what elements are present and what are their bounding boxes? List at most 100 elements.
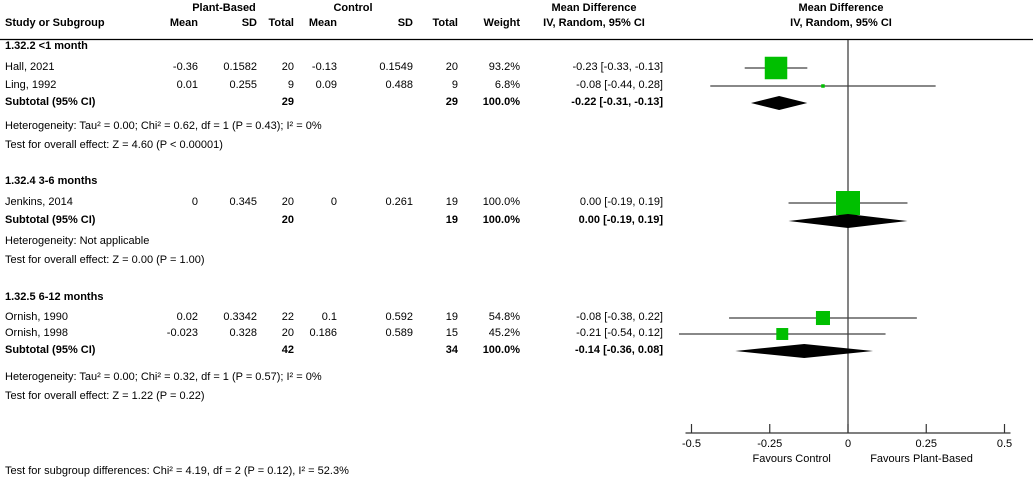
study-study: Hall, 2021 [5, 61, 55, 73]
study-sd2: 0.1549 [379, 61, 413, 73]
subtotal-total-plantbased: 29 [281, 96, 294, 108]
favours-right-label: Favours Plant-Based [870, 453, 973, 465]
subtotal-ci: -0.14 [-0.36, 0.08] [574, 344, 663, 356]
subtotal-diamond [735, 344, 874, 358]
subtotal-weight: 100.0% [482, 96, 520, 108]
overall-effect-note: Test for overall effect: Z = 4.60 (P < 0… [5, 139, 223, 151]
study-weight: 45.2% [488, 327, 520, 339]
study-sd2: 0.589 [385, 327, 413, 339]
study-ci_text: -0.21 [-0.54, 0.12] [576, 327, 663, 339]
study-study: Jenkins, 2014 [5, 196, 73, 208]
effect-square [836, 191, 860, 215]
axis-tick-label: 0.25 [916, 438, 937, 450]
study-sd1: 0.345 [229, 196, 257, 208]
study-mean2: 0.186 [309, 327, 337, 339]
study-total1: 9 [287, 79, 294, 91]
column-header-weight: Weight [483, 17, 520, 29]
study-mean2: -0.13 [311, 61, 337, 73]
effect-square [776, 328, 789, 340]
study-ci_text: -0.08 [-0.44, 0.28] [576, 79, 663, 91]
study-total1: 20 [281, 327, 294, 339]
section-title: 1.32.2 <1 month [5, 40, 88, 52]
subtotal-label: Subtotal (95% CI) [5, 214, 96, 226]
column-header-sd-control: SD [397, 17, 413, 29]
subtotal-total-control: 34 [445, 344, 458, 356]
axis-tick-label: -0.5 [682, 438, 701, 450]
subtotal-label: Subtotal (95% CI) [5, 96, 96, 108]
mean-difference-header-text-column: Mean Difference [551, 2, 637, 14]
favours-left-label: Favours Control [753, 453, 831, 465]
subtotal-label: Subtotal (95% CI) [5, 344, 96, 356]
subtotal-diamond [750, 96, 808, 110]
subtotal-weight: 100.0% [482, 214, 520, 226]
subtotal-ci: 0.00 [-0.19, 0.19] [578, 214, 663, 226]
study-sd1: 0.328 [229, 327, 257, 339]
column-header-iv-random-plot: IV, Random, 95% CI [790, 17, 892, 29]
study-total1: 22 [281, 311, 294, 323]
study-mean2: 0.1 [321, 311, 337, 323]
effect-square [821, 84, 825, 88]
study-total2: 20 [445, 61, 458, 73]
study-sd1: 0.3342 [223, 311, 257, 323]
mean-difference-header-plot-column: Mean Difference [798, 2, 884, 14]
study-weight: 100.0% [482, 196, 520, 208]
heterogeneity-note: Heterogeneity: Tau² = 0.00; Chi² = 0.32,… [5, 371, 322, 383]
column-header-total-plantbased: Total [268, 17, 294, 29]
section-title: 1.32.5 6-12 months [5, 291, 104, 303]
study-mean1: 0 [191, 196, 198, 208]
column-header-total-control: Total [432, 17, 458, 29]
heterogeneity-note: Heterogeneity: Not applicable [5, 235, 150, 247]
heterogeneity-note: Heterogeneity: Tau² = 0.00; Chi² = 0.62,… [5, 120, 322, 132]
effect-square [764, 56, 788, 80]
axis-tick-label: 0.5 [997, 438, 1012, 450]
study-mean1: 0.02 [176, 311, 198, 323]
subtotal-total-control: 19 [445, 214, 458, 226]
study-weight: 54.8% [488, 311, 520, 323]
column-header-sd-plantbased: SD [241, 17, 257, 29]
study-mean2: 0.09 [315, 79, 337, 91]
study-total2: 19 [445, 311, 458, 323]
study-study: Ornish, 1998 [5, 327, 68, 339]
subtotal-ci: -0.22 [-0.31, -0.13] [571, 96, 663, 108]
column-header-iv-random-text: IV, Random, 95% CI [543, 17, 645, 29]
study-total1: 20 [281, 61, 294, 73]
study-sd2: 0.261 [385, 196, 413, 208]
subtotal-diamond [788, 214, 908, 228]
subtotal-total-plantbased: 20 [281, 214, 294, 226]
study-sd1: 0.1582 [223, 61, 257, 73]
subtotal-total-control: 29 [445, 96, 458, 108]
subtotal-total-plantbased: 42 [281, 344, 294, 356]
subgroup-differences-note: Test for subgroup differences: Chi² = 4.… [5, 465, 349, 477]
study-weight: 6.8% [494, 79, 520, 91]
study-total2: 15 [445, 327, 458, 339]
axis-tick-label: -0.25 [757, 438, 782, 450]
study-weight: 93.2% [488, 61, 520, 73]
study-mean1: 0.01 [176, 79, 198, 91]
study-ci_text: -0.08 [-0.38, 0.22] [576, 311, 663, 323]
study-mean1: -0.023 [166, 327, 198, 339]
study-mean2: 0 [330, 196, 337, 208]
study-sd2: 0.592 [385, 311, 413, 323]
study-sd2: 0.488 [385, 79, 413, 91]
axis-tick-label: 0 [845, 438, 851, 450]
study-total1: 20 [281, 196, 294, 208]
overall-effect-note: Test for overall effect: Z = 1.22 (P = 0… [5, 390, 205, 402]
study-mean1: -0.36 [172, 61, 198, 73]
column-header-study: Study or Subgroup [5, 17, 105, 29]
group-header-plant-based: Plant-Based [192, 2, 256, 14]
study-total2: 9 [451, 79, 458, 91]
column-header-mean-control: Mean [308, 17, 337, 29]
subtotal-weight: 100.0% [482, 344, 520, 356]
study-ci_text: -0.23 [-0.33, -0.13] [572, 61, 664, 73]
study-sd1: 0.255 [229, 79, 257, 91]
effect-square [815, 310, 830, 326]
study-ci_text: 0.00 [-0.19, 0.19] [579, 196, 663, 208]
study-study: Ornish, 1990 [5, 311, 68, 323]
group-header-control: Control [333, 2, 373, 14]
study-study: Ling, 1992 [5, 79, 57, 91]
section-title: 1.32.4 3-6 months [5, 175, 98, 187]
column-header-mean-plantbased: Mean [169, 17, 198, 29]
overall-effect-note: Test for overall effect: Z = 0.00 (P = 1… [5, 254, 205, 266]
study-total2: 19 [445, 196, 458, 208]
